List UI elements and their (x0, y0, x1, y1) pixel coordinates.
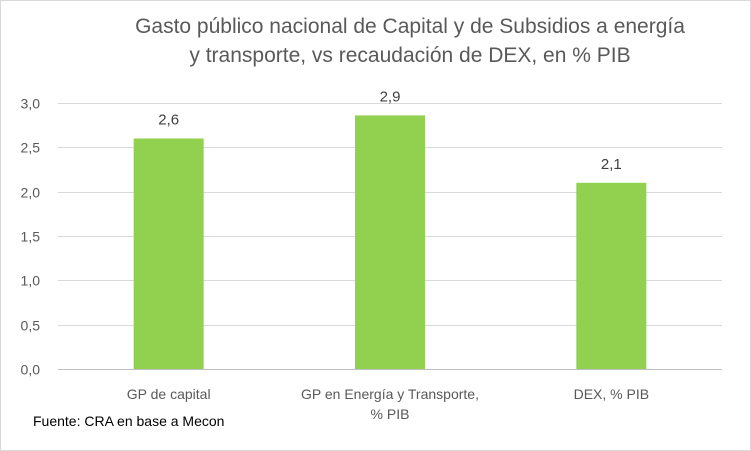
x-tick-label: GP en Energía y Transporte, (301, 386, 479, 402)
y-tick-label: 2,0 (21, 185, 41, 201)
y-tick-label: 1,0 (21, 273, 41, 289)
y-axis: 0,0 0,5 1,0 1,5 2,0 2,5 3,0 (21, 96, 41, 378)
x-tick-label: GP de capital (127, 386, 211, 402)
y-tick-label: 2,5 (21, 140, 41, 156)
y-tick-label: 0,5 (21, 318, 41, 334)
bar (133, 138, 204, 369)
chart-title-line-2: y transporte, vs recaudación de DEX, en … (189, 44, 631, 67)
bars: 2,6 2,9 2,1 (133, 88, 647, 369)
data-label: 2,1 (601, 156, 622, 173)
bar (576, 182, 647, 369)
x-axis: GP de capital GP en Energía y Transporte,… (58, 369, 722, 422)
chart-title: Gasto público nacional de Capital y de S… (100, 12, 720, 70)
x-tick-label: % PIB (371, 406, 410, 422)
y-tick-label: 1,5 (21, 229, 41, 245)
y-tick-label: 0,0 (21, 362, 41, 378)
chart-title-line-1: Gasto público nacional de Capital y de S… (135, 15, 685, 38)
data-label: 2,6 (158, 111, 179, 128)
bar (355, 115, 425, 369)
source-note: Fuente: CRA en base a Mecon (33, 413, 225, 429)
x-tick-label: DEX, % PIB (574, 386, 649, 402)
y-tick-label: 3,0 (21, 96, 41, 112)
data-label: 2,9 (380, 88, 401, 105)
